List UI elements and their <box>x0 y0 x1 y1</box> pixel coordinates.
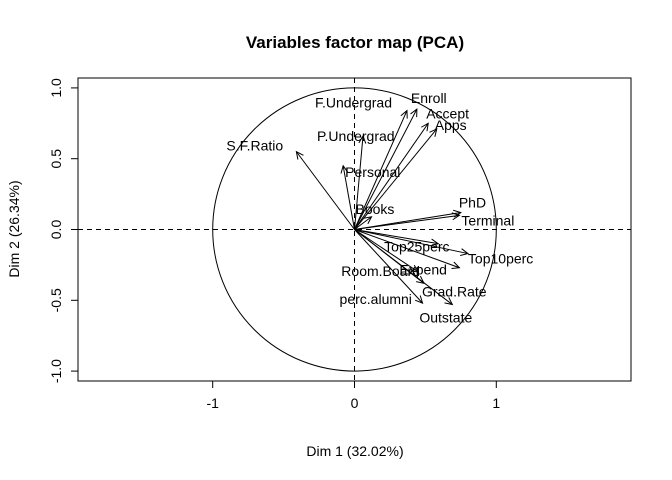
variable-arrow <box>354 136 364 230</box>
variable-arrow <box>354 108 418 230</box>
arrow-head <box>421 122 429 132</box>
y-tick-label: -0.5 <box>48 288 64 312</box>
variable-arrow <box>354 216 372 230</box>
variable-label: F.Undergrad <box>315 95 392 111</box>
x-tick-label: 0 <box>351 395 359 411</box>
x-tick-label: 1 <box>492 395 500 411</box>
y-tick-label: 0.0 <box>48 220 64 240</box>
variable-label: Outstate <box>419 310 472 326</box>
arrow-head <box>460 248 470 256</box>
y-tick-label: 1.0 <box>48 78 64 98</box>
arrow-head <box>410 264 420 273</box>
variable-arrow <box>295 151 355 230</box>
variable-label: PhD <box>459 195 486 211</box>
arrow-head <box>429 128 438 137</box>
variable-label: Accept <box>426 105 469 121</box>
variable-arrow <box>354 110 408 230</box>
arrow-head <box>451 212 461 221</box>
variable-arrow <box>354 128 438 230</box>
y-tick-label: -1.0 <box>48 359 64 383</box>
x-tick-label: -1 <box>206 395 219 411</box>
variable-arrow <box>354 214 460 230</box>
variable-label: P.Undergrad <box>317 128 395 144</box>
variable-label: Room.Board <box>341 263 420 279</box>
y-tick-label: 0.5 <box>48 149 64 169</box>
variable-label: Terminal <box>461 212 514 228</box>
variable-arrow <box>354 123 429 230</box>
variable-arrow <box>354 229 419 273</box>
x-axis-label: Dim 1 (32.02%) <box>306 443 403 459</box>
variable-arrow <box>354 229 439 245</box>
variable-label: Enroll <box>411 90 447 106</box>
arrow-head <box>363 216 373 225</box>
arrow-head <box>295 150 304 160</box>
variable-label: Apps <box>435 117 467 133</box>
variable-label: perc.alumni <box>340 291 412 307</box>
variable-label: Grad.Rate <box>422 283 487 299</box>
chart-title: Variables factor map (PCA) <box>246 33 464 52</box>
variable-arrow <box>354 229 469 255</box>
variable-arrow <box>354 229 460 269</box>
arrow-head <box>430 238 440 247</box>
y-axis-label: Dim 2 (26.34%) <box>6 180 22 277</box>
arrow-head <box>358 134 367 144</box>
arrow-head <box>414 295 424 304</box>
arrow-head <box>410 108 418 118</box>
arrow-head <box>400 109 408 119</box>
variable-arrow <box>354 229 423 304</box>
arrow-head <box>451 261 461 270</box>
variable-arrow <box>342 165 355 230</box>
variable-label: Personal <box>345 164 400 180</box>
arrow-head <box>340 164 349 174</box>
variable-arrow <box>354 229 453 305</box>
variable-label: Books <box>356 201 395 217</box>
variable-label: Top25perc <box>384 239 449 255</box>
variable-label: S.F.Ratio <box>226 138 283 154</box>
arrow-head <box>444 297 454 306</box>
variable-label: Top10perc <box>468 251 533 267</box>
